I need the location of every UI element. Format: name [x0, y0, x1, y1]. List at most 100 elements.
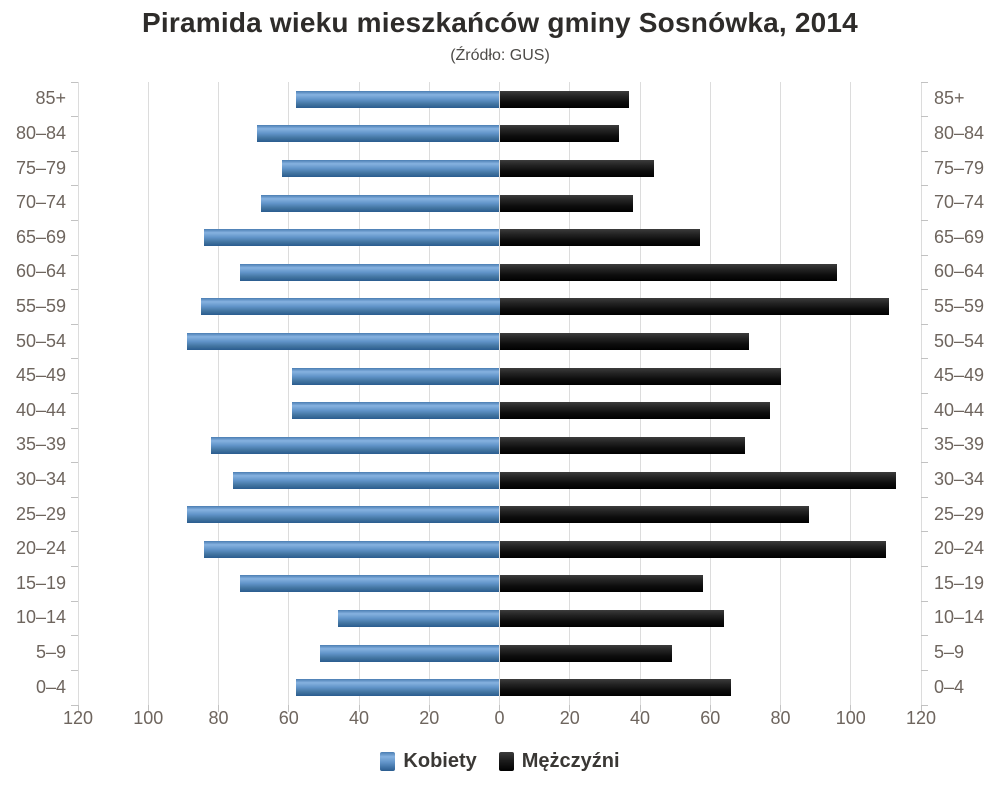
axis-tick	[921, 635, 928, 637]
axis-tick	[921, 254, 928, 256]
legend-item-kobiety[interactable]: Kobiety	[380, 750, 477, 773]
axis-tick	[71, 289, 78, 291]
age-group-label-right: 40–44	[934, 399, 985, 420]
bar-kobiety	[295, 90, 500, 108]
bar-kobiety	[239, 263, 500, 281]
axis-tick	[920, 705, 922, 712]
bar-mezczyzni	[499, 506, 809, 524]
bar-mezczyzni	[499, 333, 749, 351]
x-axis-tick-label: 80	[208, 708, 229, 728]
bar-mezczyzni	[499, 575, 704, 593]
bar-mezczyzni	[499, 194, 633, 212]
axis-tick	[71, 566, 78, 568]
gridline	[850, 82, 852, 705]
axis-tick	[71, 185, 78, 187]
age-group-label-left: 60–64	[15, 261, 66, 282]
chart-title: Piramida wieku mieszkańców gminy Sosnówk…	[142, 7, 858, 38]
axis-tick	[639, 705, 641, 712]
gridline	[499, 82, 500, 705]
age-group-label-right: 25–29	[934, 503, 985, 524]
age-group-label-left: 70–74	[15, 192, 66, 213]
age-group-label-left: 30–34	[15, 469, 66, 490]
age-group-label-right: 0–4	[934, 676, 965, 697]
axis-tick	[77, 705, 79, 712]
kobiety-swatch-icon	[380, 752, 396, 771]
x-axis-tick-label: 0	[494, 708, 505, 728]
bar-kobiety	[260, 194, 500, 212]
age-group-label-right: 60–64	[934, 261, 985, 282]
bar-mezczyzni	[499, 644, 672, 662]
bar-mezczyzni	[499, 609, 725, 627]
bar-kobiety	[211, 436, 500, 454]
chart-subtitle: (Źródło: GUS)	[450, 47, 550, 64]
bar-kobiety	[281, 160, 500, 178]
gridline	[780, 82, 781, 705]
age-group-label-left: 65–69	[15, 226, 66, 247]
axis-tick	[780, 705, 781, 712]
axis-tick	[71, 531, 78, 533]
bar-mezczyzni	[499, 125, 619, 143]
axis-tick	[921, 496, 928, 498]
age-group-label-left: 15–19	[15, 572, 66, 593]
axis-tick	[921, 289, 928, 291]
age-group-label-right: 75–79	[934, 157, 985, 178]
age-group-label-left: 10–14	[15, 607, 66, 628]
axis-tick	[71, 81, 78, 83]
bar-kobiety	[257, 125, 500, 143]
axis-tick	[71, 427, 78, 429]
axis-tick	[71, 150, 78, 152]
axis-tick	[71, 669, 78, 671]
age-group-label-left: 50–54	[15, 330, 66, 351]
axis-tick	[921, 185, 928, 187]
age-group-label-left: 0–4	[35, 676, 66, 697]
age-group-label-left: 20–24	[15, 538, 66, 559]
gridline	[77, 82, 79, 705]
age-group-label-left: 5–9	[35, 642, 66, 663]
axis-tick	[921, 704, 928, 706]
axis-tick	[71, 323, 78, 325]
age-group-label-right: 35–39	[934, 434, 985, 455]
axis-tick	[428, 705, 430, 712]
gridline	[288, 82, 290, 705]
gridline	[709, 82, 711, 705]
axis-tick	[850, 705, 852, 712]
x-axis-tick-label: 20	[419, 708, 440, 728]
mezczyzni-swatch-icon	[498, 752, 514, 771]
axis-tick	[569, 705, 571, 712]
bar-mezczyzni	[499, 471, 897, 489]
x-axis-tick-label: 100	[133, 708, 164, 728]
bar-kobiety	[186, 506, 500, 524]
axis-tick	[921, 462, 928, 464]
gridline	[218, 82, 219, 705]
axis-tick	[358, 705, 360, 712]
age-group-label-left: 55–59	[15, 295, 66, 316]
x-axis-tick-label: 40	[348, 708, 370, 728]
bar-kobiety	[292, 367, 500, 385]
gridline	[147, 82, 149, 705]
axis-tick	[921, 323, 928, 325]
bar-kobiety	[204, 540, 500, 558]
legend-label-mezczyzni: Mężczyźni	[521, 750, 620, 772]
axis-tick	[71, 462, 78, 464]
axis-tick	[71, 219, 78, 221]
axis-tick	[921, 600, 928, 602]
bar-mezczyzni	[499, 298, 890, 316]
axis-tick	[709, 705, 711, 712]
legend-item-mezczyzni[interactable]: Mężczyźni	[498, 750, 620, 773]
bar-mezczyzni	[499, 436, 746, 454]
age-group-label-left: 80–84	[15, 122, 66, 143]
bar-kobiety	[239, 575, 500, 593]
bar-kobiety	[186, 333, 500, 351]
age-group-label-right: 65–69	[934, 226, 985, 247]
x-axis-tick-label: 40	[629, 708, 651, 728]
age-group-label-left: 40–44	[15, 399, 66, 420]
age-group-label-left: 45–49	[15, 365, 66, 386]
x-axis-tick-label: 60	[700, 708, 721, 728]
age-group-label-left: 25–29	[15, 503, 66, 524]
age-group-label-left: 75–79	[15, 157, 66, 178]
gridline	[639, 82, 641, 705]
axis-tick	[499, 705, 500, 712]
bar-mezczyzni	[499, 229, 700, 247]
bar-kobiety	[204, 229, 500, 247]
